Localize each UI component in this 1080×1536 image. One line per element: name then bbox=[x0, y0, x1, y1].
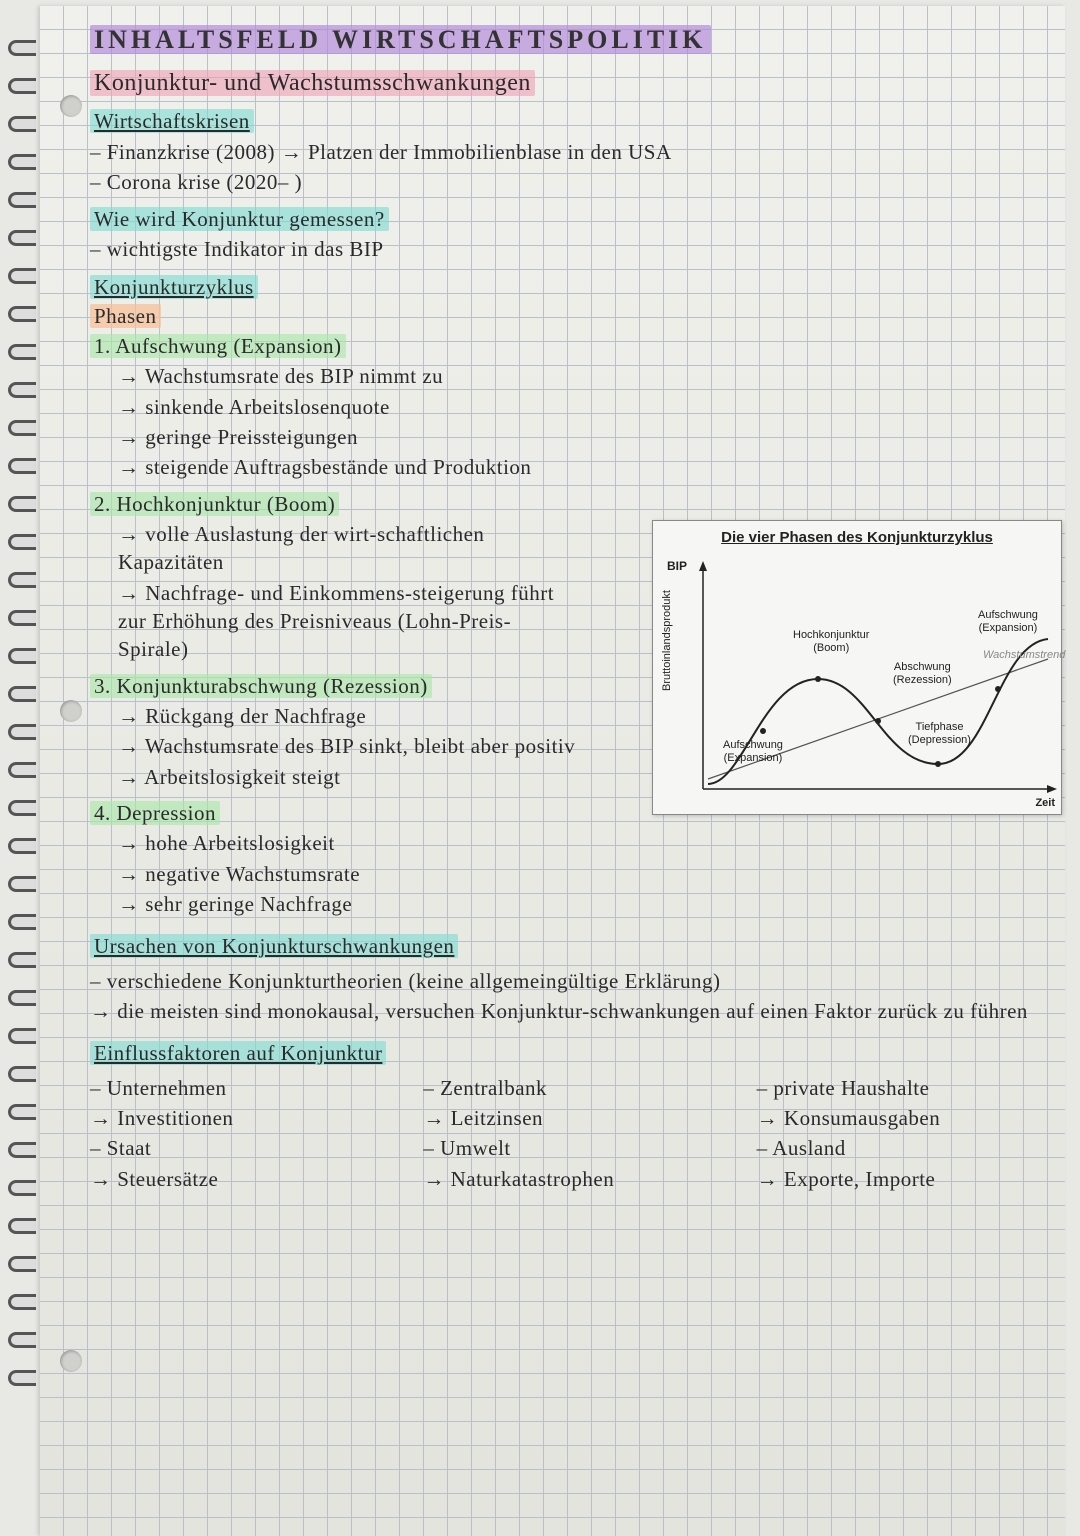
factor-column: – private Haushalte → Konsumausgaben – A… bbox=[757, 1072, 1050, 1195]
note-line: – Umwelt bbox=[423, 1134, 716, 1162]
note-line: → negative Wachstumsrate bbox=[90, 860, 1050, 888]
note-line: → Wachstumsrate des BIP nimmt zu bbox=[90, 362, 570, 390]
note-line: – Staat bbox=[90, 1134, 383, 1162]
note-line: → sehr geringe Nachfrage bbox=[90, 890, 1050, 918]
trend-label: Wachstumstrend bbox=[983, 649, 1065, 662]
phase-label: Hochkonjunktur(Boom) bbox=[793, 629, 869, 654]
note-line: → Nachfrage- und Einkommens-steigerung f… bbox=[90, 579, 560, 664]
cycle-diagram: Die vier Phasen des Konjunkturzyklus BIP… bbox=[652, 520, 1062, 815]
phase-title: 4. Depression bbox=[90, 801, 220, 825]
punch-hole bbox=[60, 700, 82, 722]
section-heading: Wie wird Konjunktur gemessen? bbox=[90, 207, 389, 231]
note-line: – Zentralbank bbox=[423, 1074, 716, 1102]
note-line: – Ausland bbox=[757, 1134, 1050, 1162]
section-subheading: Phasen bbox=[90, 304, 161, 328]
note-line: → Konsumausgaben bbox=[757, 1104, 1050, 1132]
section-heading: Konjunkturzyklus bbox=[90, 275, 258, 299]
note-line: → Steuersätze bbox=[90, 1165, 383, 1193]
note-line: – verschiedene Konjunkturtheorien (keine… bbox=[90, 967, 1050, 995]
phase-title: 2. Hochkonjunktur (Boom) bbox=[90, 492, 339, 516]
spiral-binding bbox=[8, 10, 40, 1536]
subtitle: Konjunktur- und Wachstumsschwankungen bbox=[90, 70, 535, 96]
note-line: – Finanzkrise (2008) → Platzen der Immob… bbox=[90, 138, 1050, 166]
note-line: → die meisten sind monokausal, versuchen… bbox=[90, 997, 1050, 1025]
section-heading: Einflussfaktoren auf Konjunktur bbox=[90, 1041, 386, 1065]
note-line: → Exporte, Importe bbox=[757, 1165, 1050, 1193]
note-line: – Corona krise (2020– ) bbox=[90, 168, 1050, 196]
note-line: – private Haushalte bbox=[757, 1074, 1050, 1102]
note-line: – Unternehmen bbox=[90, 1074, 383, 1102]
note-line: → Leitzinsen bbox=[423, 1104, 716, 1132]
section-heading: Ursachen von Konjunkturschwankungen bbox=[90, 934, 458, 958]
note-line: → Naturkatastrophen bbox=[423, 1165, 716, 1193]
note-line: → hohe Arbeitslosigkeit bbox=[90, 829, 1050, 857]
punch-hole bbox=[60, 95, 82, 117]
x-axis-label: Zeit bbox=[1035, 797, 1055, 810]
note-line: → volle Auslastung der wirt-schaftlichen… bbox=[90, 520, 560, 577]
diagram-svg bbox=[653, 549, 1063, 814]
note-line: → geringe Preissteigungen bbox=[90, 423, 570, 451]
note-line: → Investitionen bbox=[90, 1104, 383, 1132]
phase-title: 1. Aufschwung (Expansion) bbox=[90, 334, 346, 358]
phase-label: Aufschwung(Expansion) bbox=[723, 739, 783, 764]
punch-hole bbox=[60, 1350, 82, 1372]
note-line: – wichtigste Indikator in das BIP bbox=[90, 235, 1050, 263]
note-line: → steigende Auftragsbestände und Produkt… bbox=[90, 453, 570, 481]
section-heading: Wirtschaftskrisen bbox=[90, 109, 254, 133]
phase-title: 3. Konjunkturabschwung (Rezession) bbox=[90, 674, 432, 698]
diagram-title: Die vier Phasen des Konjunkturzyklus bbox=[653, 529, 1061, 546]
page-title: INHALTSFELD WIRTSCHAFTSPOLITIK bbox=[90, 25, 711, 54]
phase-label: Tiefphase(Depression) bbox=[908, 721, 971, 746]
factor-column: – Unternehmen → Investitionen – Staat → … bbox=[90, 1072, 383, 1195]
factor-column: – Zentralbank → Leitzinsen – Umwelt → Na… bbox=[423, 1072, 716, 1195]
phase-label: Aufschwung(Expansion) bbox=[978, 609, 1038, 634]
note-line: → sinkende Arbeitslosenquote bbox=[90, 393, 570, 421]
phase-label: Abschwung(Rezession) bbox=[893, 661, 952, 686]
